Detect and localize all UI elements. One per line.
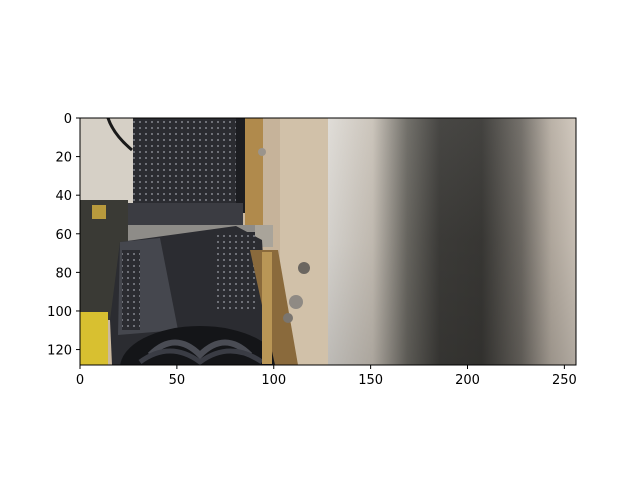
x-tick-label: 150 bbox=[358, 373, 383, 388]
y-tick-label: 100 bbox=[47, 305, 72, 320]
y-tick-label: 80 bbox=[55, 266, 72, 281]
y-tick-label: 20 bbox=[55, 151, 72, 166]
x-tick-label: 100 bbox=[261, 373, 286, 388]
image-area bbox=[80, 118, 576, 365]
x-tick-label: 250 bbox=[552, 373, 577, 388]
y-tick-label: 60 bbox=[55, 228, 72, 243]
axes-frame bbox=[79, 117, 577, 366]
y-tick-label: 120 bbox=[47, 344, 72, 359]
y-axis: 0 20 40 60 80 100 120 bbox=[47, 112, 80, 359]
x-tick-label: 0 bbox=[76, 373, 84, 388]
right-blur-panel bbox=[328, 118, 576, 365]
y-tick-label: 0 bbox=[64, 112, 72, 127]
x-axis: 0 50 100 150 200 250 bbox=[76, 365, 577, 388]
y-tick-label: 40 bbox=[55, 189, 72, 204]
left-photo-panel bbox=[80, 118, 328, 365]
x-tick-label: 200 bbox=[455, 373, 480, 388]
x-tick-label: 50 bbox=[169, 373, 186, 388]
